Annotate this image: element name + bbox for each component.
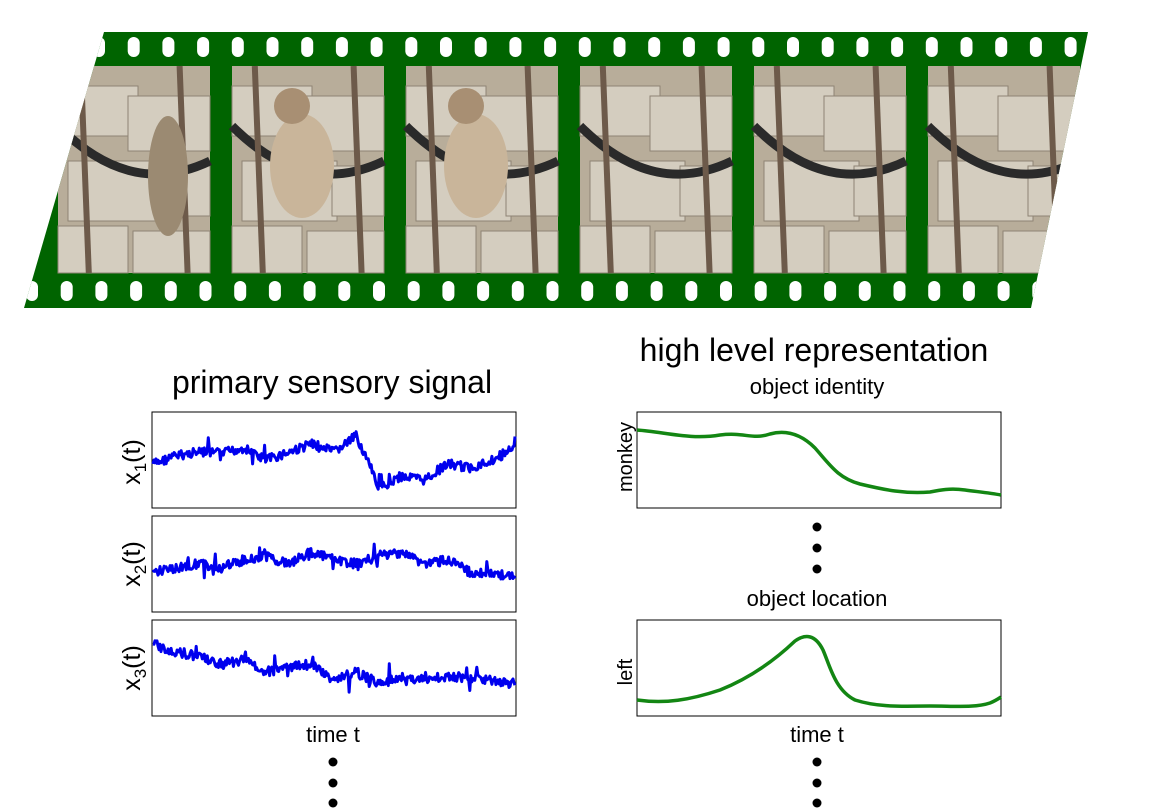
sprocket-hole (613, 37, 626, 57)
sprocket-hole (578, 37, 591, 57)
sprocket-hole (824, 281, 837, 301)
object-location-curve (636, 634, 1002, 709)
sprocket-hole (928, 281, 941, 301)
sprocket-hole (197, 37, 210, 57)
film-frame-6 (924, 65, 1082, 274)
sprocket-hole (477, 281, 490, 301)
sensory-plot-3-ylabel: x3(t) (118, 645, 150, 691)
sprocket-hole (856, 37, 869, 57)
sprocket-hole (754, 281, 767, 301)
sprocket-hole (648, 37, 661, 57)
sprocket-hole (130, 281, 143, 301)
sprocket-hole (1064, 37, 1077, 57)
middle-continuation-dots (812, 522, 822, 574)
sprocket-hole (682, 37, 695, 57)
sprocket-hole (266, 37, 279, 57)
sprocket-hole (789, 281, 802, 301)
sprocket-hole (544, 37, 557, 57)
left-continuation-dots (328, 757, 338, 808)
sprocket-hole (717, 37, 730, 57)
sprocket-hole (442, 281, 455, 301)
sprocket-hole (962, 281, 975, 301)
right-time-axis-label: time t (790, 722, 844, 747)
sensory-signal-x3-trace (152, 639, 517, 694)
left-panel-title: primary sensory signal (172, 364, 492, 400)
film-frame-1 (54, 65, 212, 274)
sensory-signal-x1-trace (151, 430, 517, 491)
identity-plot-frame (636, 411, 1002, 509)
sprocket-hole (93, 37, 105, 57)
sprocket-hole (407, 281, 420, 301)
location-plot-frame (636, 619, 1002, 717)
sprocket-hole (752, 37, 765, 57)
sprocket-hole (995, 37, 1008, 57)
sprocket-hole (338, 281, 351, 301)
sprocket-hole (546, 281, 559, 301)
sprocket-hole (268, 281, 281, 301)
sprocket-hole (1099, 37, 1111, 57)
location-plot-ylabel: left (615, 658, 637, 685)
sprocket-hole (370, 37, 383, 57)
location-plot-caption: object location (747, 586, 888, 611)
sprocket-hole (1102, 281, 1114, 301)
sprocket-hole (997, 281, 1010, 301)
sprocket-hole (373, 281, 385, 301)
film-frames (54, 65, 1082, 274)
right-panel: high level representation object identit… (615, 332, 1002, 808)
right-panel-title: high level representation (640, 332, 989, 368)
sprocket-hole (199, 281, 212, 301)
film-frame-4 (576, 65, 734, 274)
sprocket-hole (1134, 37, 1146, 57)
sprocket-hole (509, 37, 522, 57)
sprocket-hole (127, 37, 140, 57)
sprocket-hole (685, 281, 698, 301)
sensory-signal-x2-trace (151, 542, 517, 581)
sprocket-hole (26, 281, 38, 301)
identity-plot-ylabel: monkey (615, 422, 637, 492)
sprocket-hole (234, 281, 247, 301)
sprocket-hole (95, 281, 108, 301)
identity-plot-caption: object identity (750, 374, 885, 399)
sensory-plot-1-ylabel: x1(t) (118, 439, 150, 485)
film-frame-5 (750, 65, 908, 274)
sprocket-hole (787, 37, 799, 57)
sprocket-hole (1067, 281, 1079, 301)
sprocket-hole (1029, 37, 1042, 57)
sensory-plot-1-frame (151, 411, 517, 509)
object-identity-curve (636, 428, 1002, 497)
sensory-plot-3-frame (151, 619, 517, 717)
sprocket-hole (821, 37, 834, 57)
sprocket-hole (1032, 281, 1045, 301)
sprocket-hole (162, 37, 175, 57)
sensory-plot-2-ylabel: x2(t) (118, 541, 150, 587)
film-frame-2 (228, 65, 386, 274)
sprocket-hole (303, 281, 316, 301)
sprocket-hole (960, 37, 973, 57)
sprocket-hole (650, 281, 663, 301)
sprocket-hole (405, 37, 418, 57)
sprocket-hole (335, 37, 348, 57)
sprocket-hole (720, 281, 732, 301)
sprocket-hole (474, 37, 487, 57)
film-sprocket-holes (26, 37, 1146, 301)
sprocket-hole (301, 37, 314, 57)
sprocket-hole (891, 37, 904, 57)
sprocket-hole (440, 37, 452, 57)
left-panel: primary sensory signal x1(t) x2(t) x3(t)… (118, 364, 517, 808)
sprocket-hole (164, 281, 177, 301)
sprocket-hole (858, 281, 871, 301)
sprocket-hole (231, 37, 244, 57)
right-continuation-dots (812, 757, 822, 808)
film-frame-3 (402, 65, 560, 274)
left-time-axis-label: time t (306, 722, 360, 747)
sprocket-hole (581, 281, 594, 301)
sprocket-hole (60, 281, 73, 301)
sprocket-hole (615, 281, 628, 301)
sprocket-hole (511, 281, 524, 301)
sprocket-hole (925, 37, 938, 57)
sprocket-hole (893, 281, 906, 301)
film-strip (24, 32, 1146, 308)
